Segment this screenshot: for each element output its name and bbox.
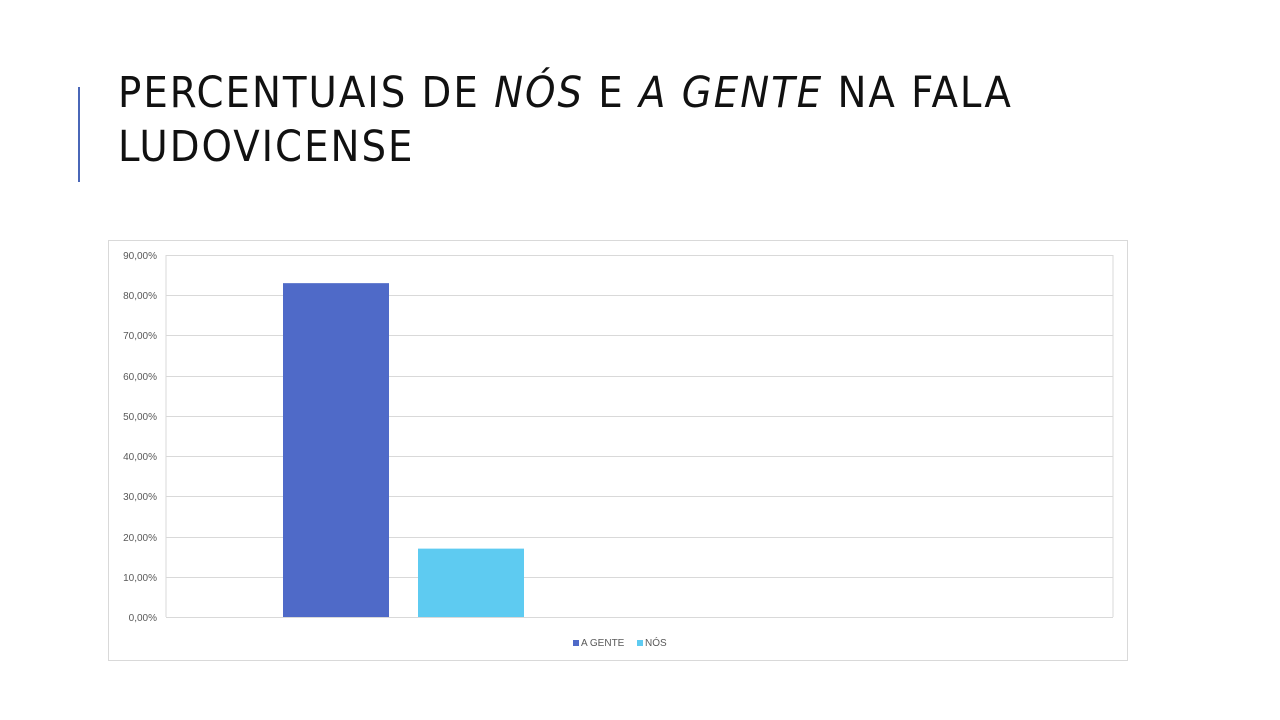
title-part: PERCENTUAIS DE <box>118 68 495 118</box>
legend: A GENTE NÓS <box>573 636 667 649</box>
y-tick-label: 40,00% <box>123 452 157 463</box>
title-part: NA FALA LUDOVICENSE <box>118 68 1013 172</box>
bars <box>283 283 524 617</box>
bar-nos <box>418 548 524 617</box>
legend-label: A GENTE <box>581 638 625 649</box>
y-tick-label: 50,00% <box>123 412 157 423</box>
y-tick-label: 0,00% <box>129 613 157 624</box>
y-tick-label: 30,00% <box>123 492 157 503</box>
title-accent-bar <box>78 87 80 182</box>
y-tick-label: 10,00% <box>123 573 157 584</box>
y-tick-label: 60,00% <box>123 372 157 383</box>
y-tick-label: 20,00% <box>123 533 157 544</box>
y-axis-tick-labels: 0,00% 10,00% 20,00% 30,00% 40,00% 50,00% 60,00… <box>123 251 157 624</box>
y-tick-label: 80,00% <box>123 291 157 302</box>
legend-swatch <box>637 640 643 646</box>
slide-title: PERCENTUAIS DE NÓS E A GENTE NA FALA LUD… <box>118 66 1118 174</box>
bar-a-gente <box>283 283 389 617</box>
y-tick-label: 90,00% <box>123 251 157 262</box>
title-part: E <box>584 68 640 118</box>
title-part: A GENTE <box>639 68 824 118</box>
y-tick-label: 70,00% <box>123 331 157 342</box>
title-part: NÓS <box>494 68 585 118</box>
legend-swatch <box>573 640 579 646</box>
bar-chart: 0,00% 10,00% 20,00% 30,00% 40,00% 50,00% 60,00… <box>123 251 1114 649</box>
chart-frame: 0,00% 10,00% 20,00% 30,00% 40,00% 50,00% 60,00… <box>108 240 1128 661</box>
legend-label: NÓS <box>645 636 667 649</box>
